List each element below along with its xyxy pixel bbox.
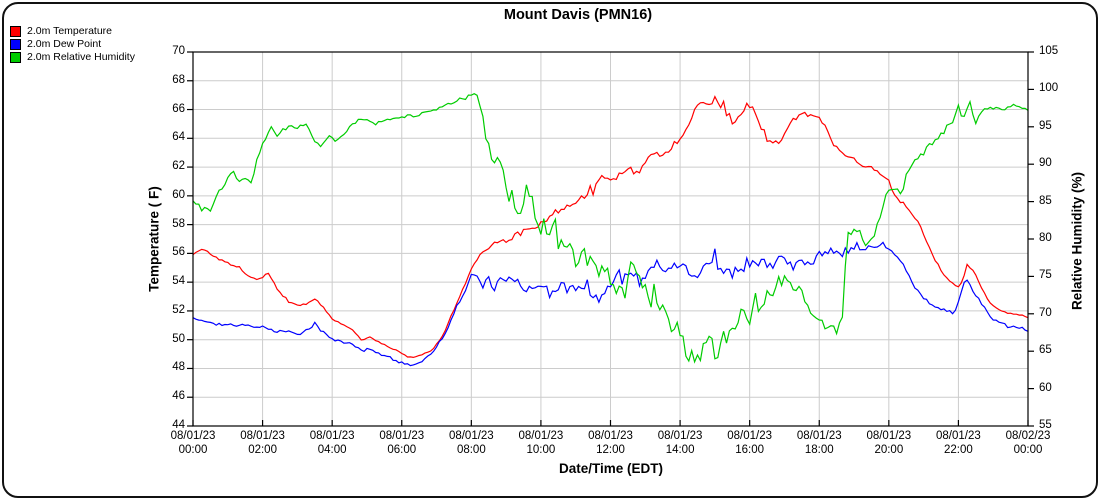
legend-item: 2.0m Temperature [10,25,135,37]
y-right-tick-label: 95 [1039,119,1052,132]
x-tick-label: 08/01/23 10:00 [506,430,576,457]
x-tick-label: 08/02/23 00:00 [993,430,1063,457]
y-left-tick-label: 50 [172,332,185,345]
series-line-relative-humidity [193,93,1028,364]
legend-swatch-relative-humidity [10,51,21,63]
chart-title: Mount Davis (PMN16) [503,7,653,23]
y-left-tick-label: 56 [172,246,185,259]
x-tick-label: 08/01/23 12:00 [576,430,646,457]
x-tick-label: 08/01/23 08:00 [436,430,506,457]
x-tick-date: 08/01/23 [657,430,703,442]
y-left-tick-label: 52 [172,303,185,316]
y-right-tick-label: 85 [1039,194,1052,207]
legend-swatch-dew-point [10,38,21,50]
x-tick-label: 08/01/23 02:00 [228,430,298,457]
y-left-tick-label: 44 [172,419,185,431]
x-tick-time: 06:00 [387,443,417,456]
y-right-tick-label: 65 [1039,344,1052,357]
x-tick-label: 08/01/23 20:00 [854,430,924,457]
x-tick-time: 22:00 [944,443,973,456]
x-tick-time: 14:00 [665,443,695,456]
y-left-tick-label: 48 [172,361,185,374]
x-tick-time: 02:00 [248,443,277,456]
x-tick-date: 08/01/23 [796,430,842,442]
legend-swatch-temperature [10,25,21,37]
x-tick-date: 08/01/23 [170,430,216,442]
x-tick-time: 12:00 [596,443,625,456]
y-right-tick-label: 60 [1039,381,1052,394]
x-tick-date: 08/01/23 [379,430,425,442]
x-tick-time: 08:00 [456,443,486,456]
x-tick-label: 08/01/23 22:00 [923,430,993,457]
y-right-tick-label: 55 [1039,419,1052,431]
legend-item: 2.0m Relative Humidity [10,51,135,63]
series-line-dew-point [193,241,1028,367]
y-left-tick-label: 64 [172,131,185,144]
x-tick-date: 08/01/23 [518,430,564,442]
y-right-tick-label: 90 [1039,157,1052,170]
y-left-tick-label: 68 [172,73,185,86]
y-right-tick-label: 75 [1039,269,1052,282]
x-tick-time: 20:00 [874,443,904,456]
x-tick-date: 08/01/23 [448,430,494,442]
x-tick-time: 00:00 [1013,443,1043,456]
x-tick-time: 10:00 [526,443,556,456]
y-right-tick-label: 70 [1039,306,1052,319]
x-tick-time: 04:00 [317,443,347,456]
y-left-tick-label: 60 [172,188,185,201]
y-left-tick-label: 70 [172,45,185,57]
series-line-temperature [193,95,1028,359]
y-left-tick-label: 46 [172,390,185,403]
y-left-tick-label: 66 [172,102,185,115]
legend: 2.0m Temperature 2.0m Dew Point 2.0m Relat… [10,25,135,65]
y-left-tick-label: 58 [172,217,185,230]
x-tick-label: 08/01/23 04:00 [297,430,367,457]
x-tick-label: 08/01/23 00:00 [158,430,228,457]
x-tick-date: 08/01/23 [936,430,981,442]
x-tick-time: 16:00 [735,443,765,456]
x-tick-time: 18:00 [804,443,834,456]
legend-label: 2.0m Relative Humidity [27,51,135,63]
legend-label: 2.0m Dew Point [27,38,102,50]
x-tick-date: 08/02/23 [1005,430,1051,442]
x-tick-date: 08/01/23 [588,430,633,442]
y-right-tick-label: 105 [1039,45,1059,57]
y-right-tick-label: 100 [1039,82,1059,95]
y-left-tick-label: 54 [172,275,185,288]
x-tick-label: 08/01/23 16:00 [715,430,785,457]
x-tick-date: 08/01/23 [240,430,285,442]
x-tick-time: 00:00 [178,443,208,456]
x-tick-date: 08/01/23 [866,430,912,442]
x-tick-label: 08/01/23 18:00 [784,430,854,457]
legend-label: 2.0m Temperature [27,25,113,37]
x-tick-label: 08/01/23 14:00 [645,430,715,457]
x-tick-date: 08/01/23 [727,430,773,442]
legend-item: 2.0m Dew Point [10,38,135,50]
y-left-tick-label: 62 [172,160,185,173]
x-tick-label: 08/01/23 06:00 [367,430,437,457]
x-tick-date: 08/01/23 [309,430,355,442]
x-axis-label: Date/Time (EDT) [558,461,664,476]
y-right-tick-label: 80 [1039,232,1052,244]
